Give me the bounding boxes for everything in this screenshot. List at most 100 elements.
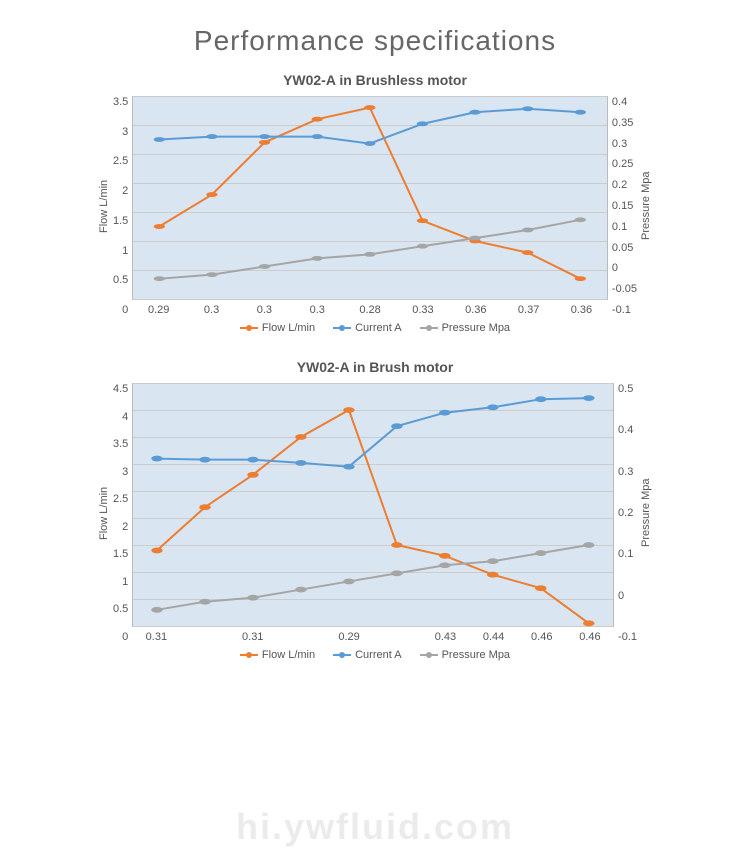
- chart-title: YW02-A in Brush motor: [95, 359, 655, 375]
- x-tick: 0.29: [132, 304, 185, 316]
- y-tick: 0.2: [612, 179, 637, 191]
- chart-title: YW02-A in Brushless motor: [95, 72, 655, 88]
- y-left-ticks: 3.532.521.510.50: [113, 96, 132, 316]
- x-tick: 0.44: [470, 631, 518, 643]
- legend-swatch: [333, 654, 351, 656]
- chart-brush: YW02-A in Brush motor Flow L/min 4.543.5…: [95, 359, 655, 661]
- x-tick: 0.36: [555, 304, 608, 316]
- chart-body: Flow L/min 3.532.521.510.50 0.290.30.30.…: [95, 96, 655, 316]
- series-marker: [487, 404, 499, 410]
- legend-swatch: [240, 654, 258, 656]
- series-marker: [259, 140, 270, 145]
- y-tick: 1.5: [113, 548, 128, 560]
- series-marker: [207, 134, 218, 139]
- x-ticks: 0.310.310.290.430.440.460.46: [132, 631, 614, 643]
- series-marker: [522, 228, 533, 233]
- grid-line: [133, 299, 607, 300]
- y-right-ticks: 0.40.350.30.250.20.150.10.050-0.05-0.1: [608, 96, 637, 316]
- series-marker: [364, 141, 375, 146]
- legend: Flow L/minCurrent APressure Mpa: [95, 649, 655, 661]
- series-marker: [207, 192, 218, 197]
- x-tick: 0.29: [325, 631, 373, 643]
- series-marker: [364, 252, 375, 257]
- series-marker: [470, 236, 481, 241]
- series-marker: [247, 457, 259, 463]
- legend: Flow L/minCurrent APressure Mpa: [95, 322, 655, 334]
- series-marker: [391, 423, 403, 429]
- y-tick: 0.5: [618, 383, 637, 395]
- series-marker: [154, 137, 165, 142]
- y-tick: 0.3: [618, 466, 637, 478]
- series-marker: [391, 542, 403, 548]
- series-marker: [343, 407, 355, 413]
- y-tick: 0: [113, 304, 128, 316]
- y-tick: 0.4: [618, 424, 637, 436]
- y-left-ticks: 4.543.532.521.510.50: [113, 383, 132, 643]
- series-marker: [259, 134, 270, 139]
- x-tick: [180, 631, 228, 643]
- series-marker: [312, 117, 323, 122]
- y-tick: 0.5: [113, 603, 128, 615]
- y-tick: 1: [113, 245, 128, 257]
- series-marker: [200, 599, 212, 605]
- y-tick: 0.2: [618, 507, 637, 519]
- y-tick: -0.1: [618, 631, 637, 643]
- series-marker: [583, 395, 595, 401]
- y-tick: 0.35: [612, 117, 637, 129]
- y-left-label: Flow L/min: [95, 383, 113, 643]
- legend-label: Current A: [355, 322, 401, 334]
- series-marker: [343, 464, 355, 470]
- series-marker: [200, 504, 212, 510]
- series-marker: [535, 396, 547, 402]
- y-tick: 3.5: [113, 96, 128, 108]
- watermark: hi.ywfluid.com: [0, 806, 750, 848]
- series-marker: [583, 620, 595, 626]
- x-tick: 0.28: [344, 304, 397, 316]
- legend-label: Flow L/min: [262, 322, 315, 334]
- y-tick: 0.05: [612, 242, 637, 254]
- series-marker: [152, 547, 164, 553]
- plot-area: [132, 383, 614, 627]
- x-tick: [373, 631, 421, 643]
- y-tick: 2.5: [113, 155, 128, 167]
- x-tick: 0.33: [397, 304, 450, 316]
- y-right-label: Pressure Mpa: [637, 383, 655, 643]
- y-tick: 3: [113, 126, 128, 138]
- series-marker: [487, 572, 499, 578]
- legend-item: Flow L/min: [240, 322, 315, 334]
- x-ticks: 0.290.30.30.30.280.330.360.370.36: [132, 304, 608, 316]
- x-tick: 0.46: [566, 631, 614, 643]
- y-tick: 4: [113, 411, 128, 423]
- series-marker: [575, 110, 586, 115]
- y-tick: 0.15: [612, 200, 637, 212]
- x-tick: [277, 631, 325, 643]
- series-marker: [575, 276, 586, 281]
- series-marker: [200, 457, 212, 463]
- x-tick: 0.3: [185, 304, 238, 316]
- series-marker: [391, 570, 403, 576]
- legend-label: Current A: [355, 649, 401, 661]
- y-tick: -0.1: [612, 304, 637, 316]
- y-tick: 2.5: [113, 493, 128, 505]
- legend-swatch: [420, 327, 438, 329]
- y-tick: 1.5: [113, 215, 128, 227]
- series-marker: [207, 272, 218, 277]
- series-marker: [343, 579, 355, 585]
- y-right-ticks: 0.50.40.30.20.10-0.1: [614, 383, 637, 643]
- x-tick: 0.36: [449, 304, 502, 316]
- series-line: [157, 410, 589, 623]
- x-tick: 0.3: [238, 304, 291, 316]
- y-tick: 0: [113, 631, 128, 643]
- legend-item: Pressure Mpa: [420, 649, 510, 661]
- y-tick: 0.1: [612, 221, 637, 233]
- y-tick: 0.4: [612, 96, 637, 108]
- series-marker: [583, 542, 595, 548]
- series-line: [157, 398, 589, 467]
- x-tick: 0.37: [502, 304, 555, 316]
- x-tick: 0.43: [421, 631, 469, 643]
- page-title: Performance specifications: [0, 0, 750, 72]
- legend-item: Current A: [333, 649, 401, 661]
- chart-body: Flow L/min 4.543.532.521.510.50 0.310.31…: [95, 383, 655, 643]
- series-marker: [417, 121, 428, 126]
- series-marker: [522, 250, 533, 255]
